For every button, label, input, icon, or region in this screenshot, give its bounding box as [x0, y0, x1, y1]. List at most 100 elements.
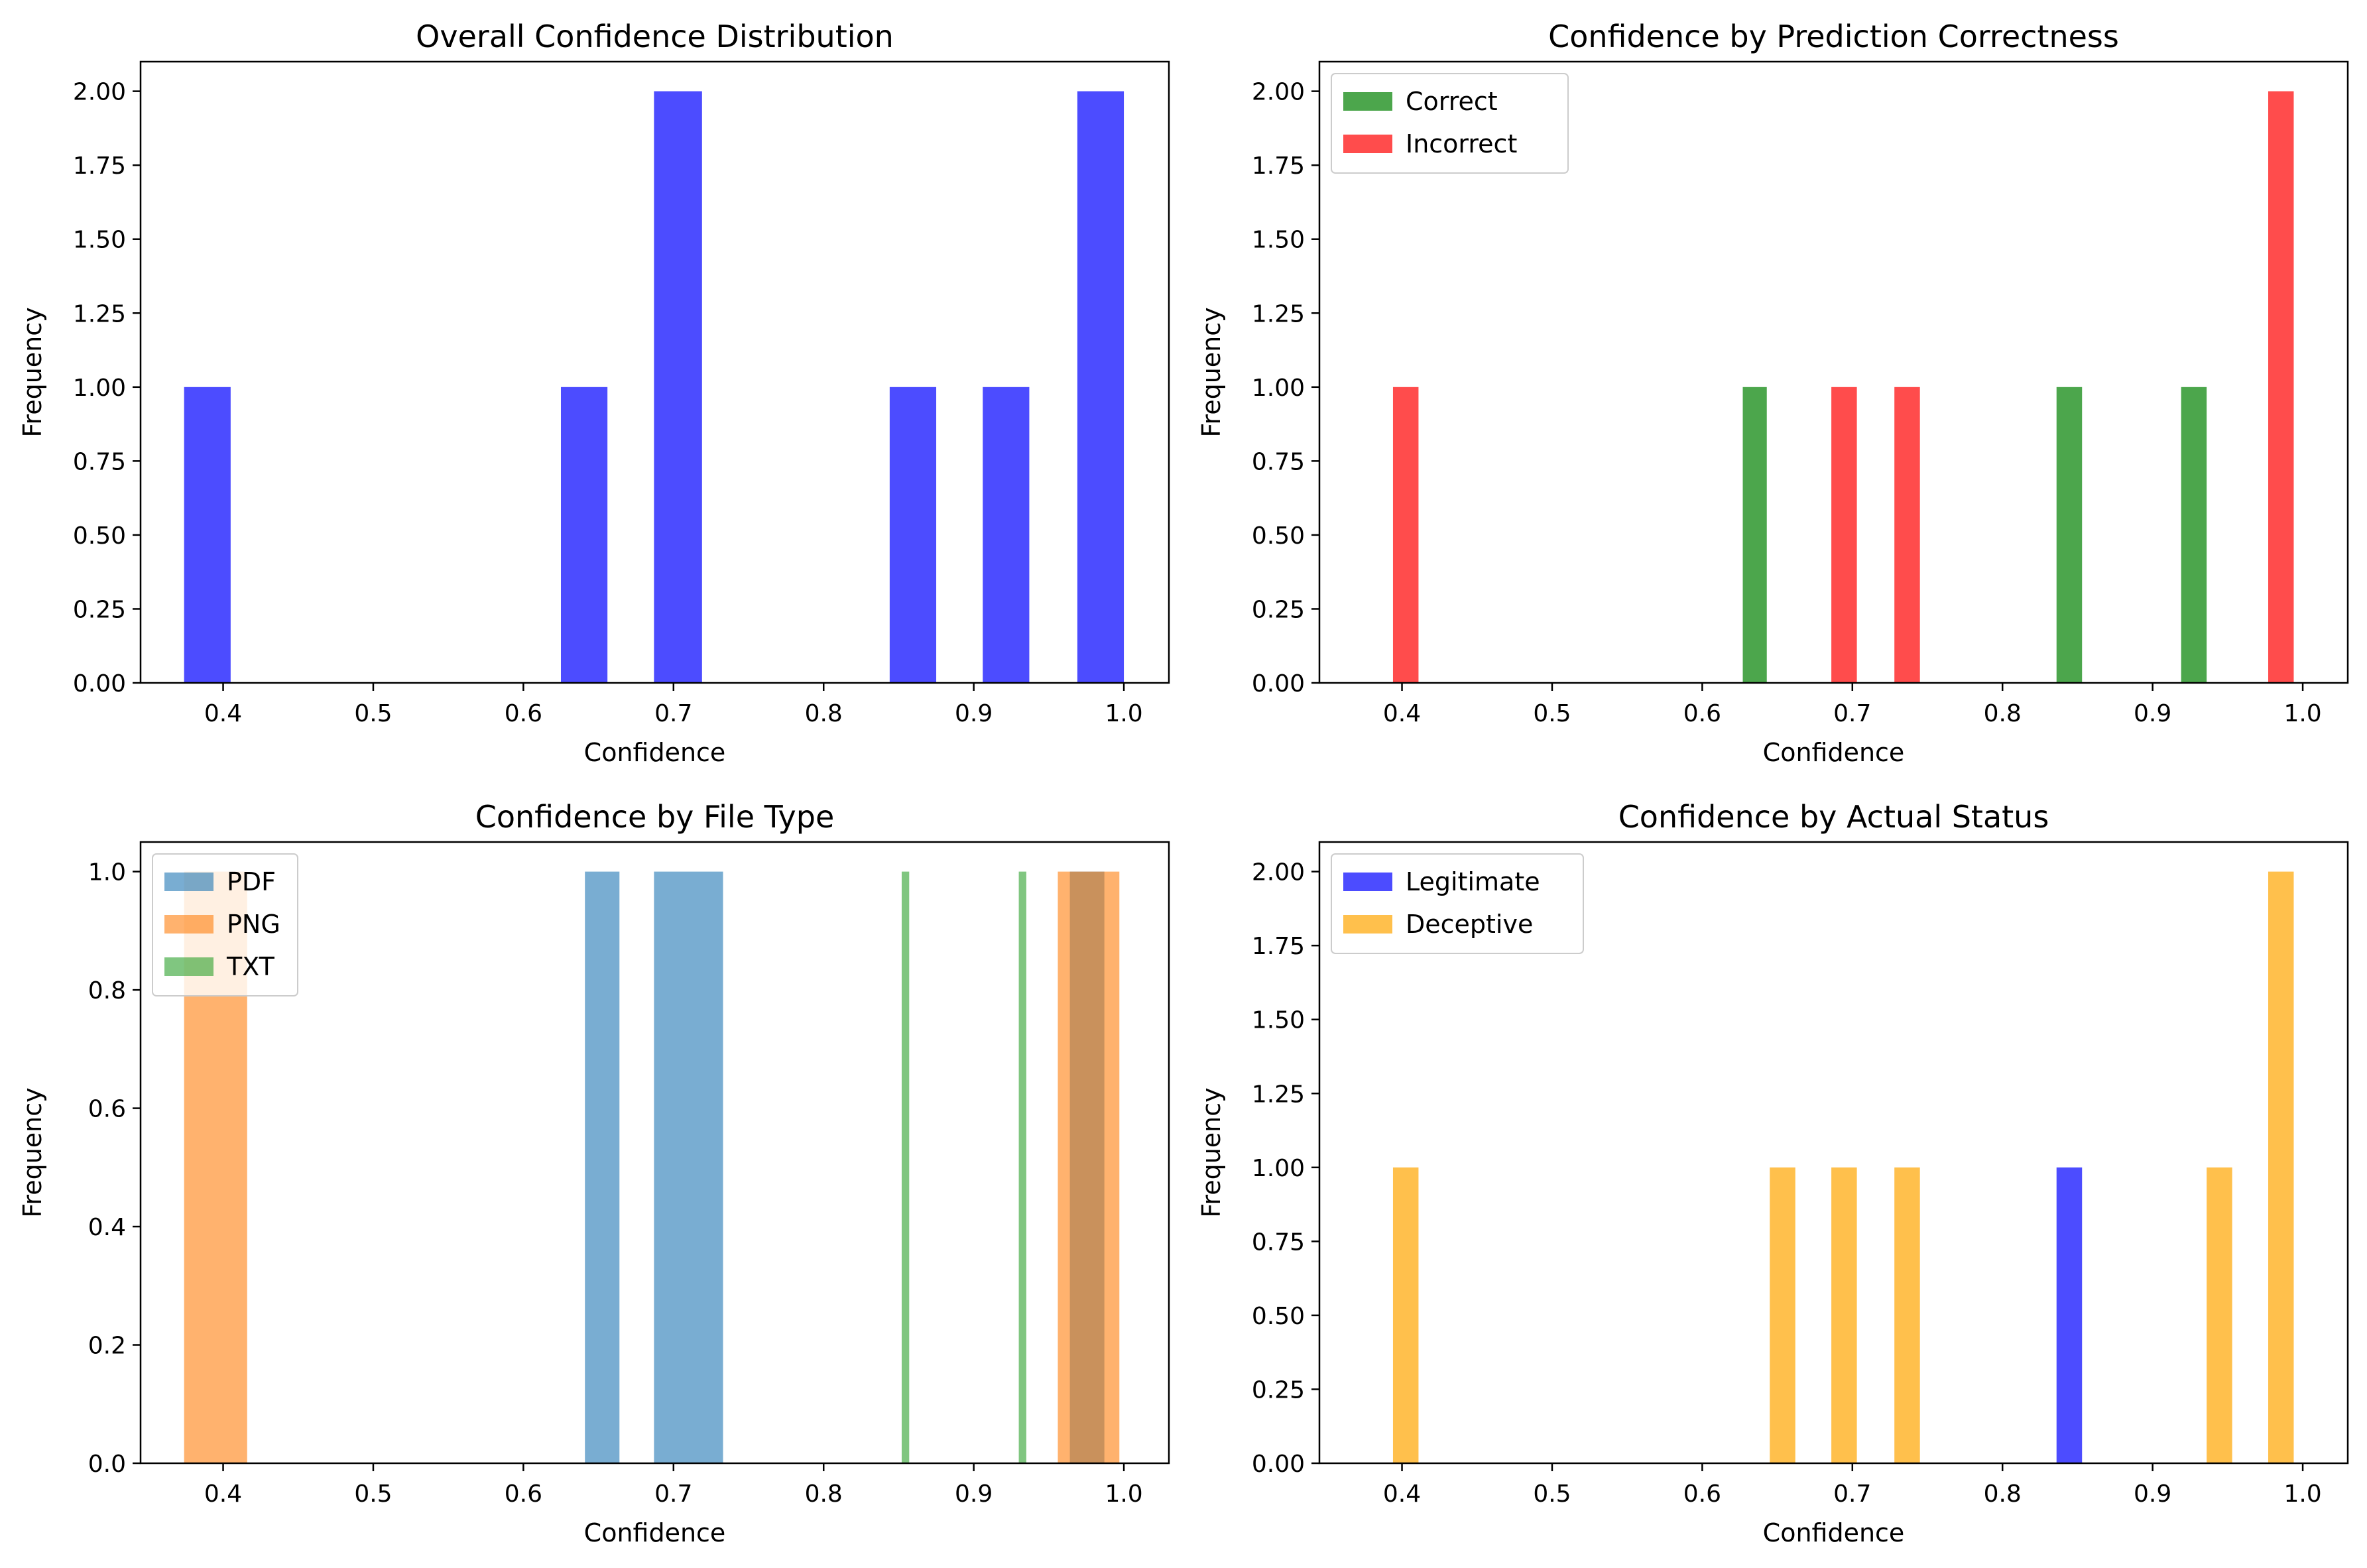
chart-title: Confidence by Prediction Correctness — [1548, 19, 2119, 54]
x-tick-label: 0.9 — [2134, 700, 2171, 727]
x-axis-label: Confidence — [1763, 1518, 1905, 1547]
legend: PDF PNG TXT — [152, 853, 298, 996]
y-tick-label: 1.00 — [73, 375, 126, 402]
y-tick-label: 1.75 — [1252, 933, 1305, 960]
x-tick-label: 0.4 — [204, 1480, 242, 1508]
y-tick-label: 1.25 — [1252, 300, 1305, 328]
chart-title: Overall Confidence Distribution — [416, 19, 894, 54]
y-tick-label: 0.4 — [88, 1214, 126, 1241]
y-tick-label: 1.25 — [73, 300, 126, 328]
y-tick-label: 0.75 — [73, 448, 126, 475]
legend-swatch — [164, 957, 213, 976]
y-axis-label: Frequency — [18, 1087, 47, 1217]
y-axis-label: Frequency — [18, 307, 47, 437]
bar-2-1-2 — [2056, 387, 2083, 683]
bar-1-1-6 — [1077, 91, 1124, 684]
x-tick-label: 0.9 — [955, 700, 993, 727]
x-axis-label: Confidence — [584, 1518, 726, 1547]
x-tick-label: 0.6 — [1683, 1480, 1721, 1508]
legend-label: PNG — [227, 910, 280, 939]
x-axis-label: Confidence — [1763, 738, 1905, 767]
x-tick-label: 0.7 — [654, 700, 692, 727]
y-tick-label: 0.0 — [88, 1451, 126, 1478]
bar-1-1-3 — [654, 91, 702, 684]
y-axis-label: Frequency — [1197, 307, 1226, 437]
x-tick-label: 0.8 — [805, 700, 843, 727]
bar-2-1-3 — [2181, 387, 2207, 683]
bar-2-2-2 — [1831, 387, 1857, 683]
y-tick-label: 1.50 — [1252, 227, 1305, 254]
chart-2: 0.4 0.5 0.6 0.7 0.8 0.9 1.0 0.00 0.25 0.50 0.75 1.0… — [1197, 19, 2349, 767]
y-tick-label: 1.50 — [73, 227, 126, 254]
bar-4-2-1 — [1392, 1167, 1419, 1463]
x-tick-label: 0.5 — [1533, 700, 1571, 727]
bar-2-1-1 — [1742, 387, 1767, 683]
y-tick-label: 0.75 — [1252, 448, 1305, 475]
y-tick-label: 2.00 — [1252, 79, 1305, 106]
legend-swatch — [1343, 135, 1392, 153]
bar-4-2-4 — [1894, 1167, 1920, 1463]
bar-3-3-2 — [1018, 871, 1026, 1463]
legend-swatch — [1343, 915, 1392, 934]
legend: Legitimate Deceptive — [1331, 853, 1584, 954]
y-tick-label: 0.00 — [73, 670, 126, 697]
legend-box — [1331, 853, 1584, 954]
x-tick-label: 0.4 — [204, 700, 242, 727]
x-tick-label: 0.8 — [1984, 1480, 2022, 1508]
bar-1-1-2 — [560, 387, 608, 683]
x-tick-label: 1.0 — [2283, 700, 2321, 727]
legend-label: TXT — [226, 952, 275, 981]
bar-4-1-1 — [2056, 1167, 2083, 1463]
bar-3-1-2 — [654, 871, 723, 1463]
chart-4: 0.4 0.5 0.6 0.7 0.8 0.9 1.0 0.00 0.25 0.50 0.75 1.0… — [1197, 799, 2349, 1547]
axes-frame — [139, 841, 1170, 1465]
legend-swatch — [164, 873, 213, 891]
legend-label: Deceptive — [1406, 910, 1533, 939]
bar-4-2-6 — [2268, 871, 2294, 1463]
bar-1-1-4 — [889, 387, 937, 683]
axes-frame — [1318, 60, 2349, 684]
y-tick-label: 0.8 — [88, 977, 126, 1004]
x-tick-label: 1.0 — [2283, 1480, 2321, 1508]
x-tick-label: 0.7 — [654, 1480, 692, 1508]
y-tick-label: 0.25 — [1252, 596, 1305, 623]
bar-4-2-3 — [1831, 1167, 1857, 1463]
x-tick-label: 0.4 — [1383, 1480, 1421, 1508]
legend-label: PDF — [227, 867, 276, 896]
bar-1-1-5 — [983, 387, 1030, 683]
legend: Correct Incorrect — [1331, 73, 1569, 174]
y-tick-label: 0.00 — [1252, 1451, 1305, 1478]
bar-2-2-1 — [1392, 387, 1419, 683]
bar-3-3-1 — [901, 871, 910, 1463]
x-tick-label: 0.6 — [1683, 700, 1721, 727]
x-tick-label: 0.8 — [805, 1480, 843, 1508]
chart-1: 0.4 0.5 0.6 0.7 0.8 0.9 1.0 0.00 0.25 0.50 0.75 1.0… — [18, 19, 1170, 767]
y-tick-label: 1.00 — [1252, 1155, 1305, 1182]
y-tick-label: 0.50 — [1252, 1303, 1305, 1330]
bar-2-2-4 — [2268, 91, 2294, 684]
y-tick-label: 0.00 — [1252, 670, 1305, 697]
legend-swatch — [164, 915, 213, 934]
legend-label: Correct — [1406, 87, 1498, 116]
x-tick-label: 0.7 — [1833, 700, 1871, 727]
x-tick-label: 0.8 — [1984, 700, 2022, 727]
y-tick-label: 0.2 — [88, 1333, 126, 1360]
x-tick-label: 0.5 — [354, 1480, 392, 1508]
x-tick-label: 0.5 — [354, 700, 392, 727]
bar-4-2-5 — [2207, 1167, 2232, 1463]
legend-swatch — [1343, 92, 1392, 111]
y-tick-label: 1.75 — [73, 152, 126, 180]
y-tick-label: 0.25 — [73, 596, 126, 623]
bar-1-1-1 — [184, 387, 231, 683]
legend-label: Incorrect — [1406, 129, 1517, 158]
chart-title: Confidence by Actual Status — [1618, 799, 2049, 835]
x-tick-label: 0.6 — [505, 700, 542, 727]
bar-3-1-1 — [585, 871, 620, 1463]
bar-4-2-2 — [1770, 1167, 1795, 1463]
y-tick-label: 2.00 — [1252, 859, 1305, 886]
bar-2-2-3 — [1894, 387, 1920, 683]
y-tick-label: 1.0 — [88, 859, 126, 886]
y-tick-label: 1.75 — [1252, 152, 1305, 180]
y-tick-label: 1.25 — [1252, 1081, 1305, 1108]
